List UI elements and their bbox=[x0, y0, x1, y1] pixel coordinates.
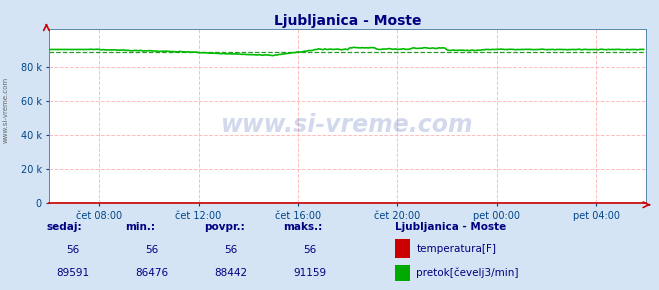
Text: 56: 56 bbox=[224, 245, 237, 255]
Text: pretok[čevelj3/min]: pretok[čevelj3/min] bbox=[416, 267, 519, 278]
Text: www.si-vreme.com: www.si-vreme.com bbox=[221, 113, 474, 137]
Text: min.:: min.: bbox=[125, 222, 156, 232]
Text: 88442: 88442 bbox=[214, 269, 247, 278]
Text: sedaj:: sedaj: bbox=[46, 222, 82, 232]
Text: 56: 56 bbox=[303, 245, 316, 255]
Text: temperatura[F]: temperatura[F] bbox=[416, 244, 496, 254]
Text: 91159: 91159 bbox=[293, 269, 326, 278]
Text: 56: 56 bbox=[145, 245, 158, 255]
Text: Ljubljanica - Moste: Ljubljanica - Moste bbox=[395, 222, 507, 232]
Text: 89591: 89591 bbox=[56, 269, 89, 278]
Text: 56: 56 bbox=[66, 245, 79, 255]
Text: 86476: 86476 bbox=[135, 269, 168, 278]
Text: maks.:: maks.: bbox=[283, 222, 323, 232]
Text: www.si-vreme.com: www.si-vreme.com bbox=[2, 77, 9, 143]
Text: povpr.:: povpr.: bbox=[204, 222, 245, 232]
Title: Ljubljanica - Moste: Ljubljanica - Moste bbox=[274, 14, 421, 28]
